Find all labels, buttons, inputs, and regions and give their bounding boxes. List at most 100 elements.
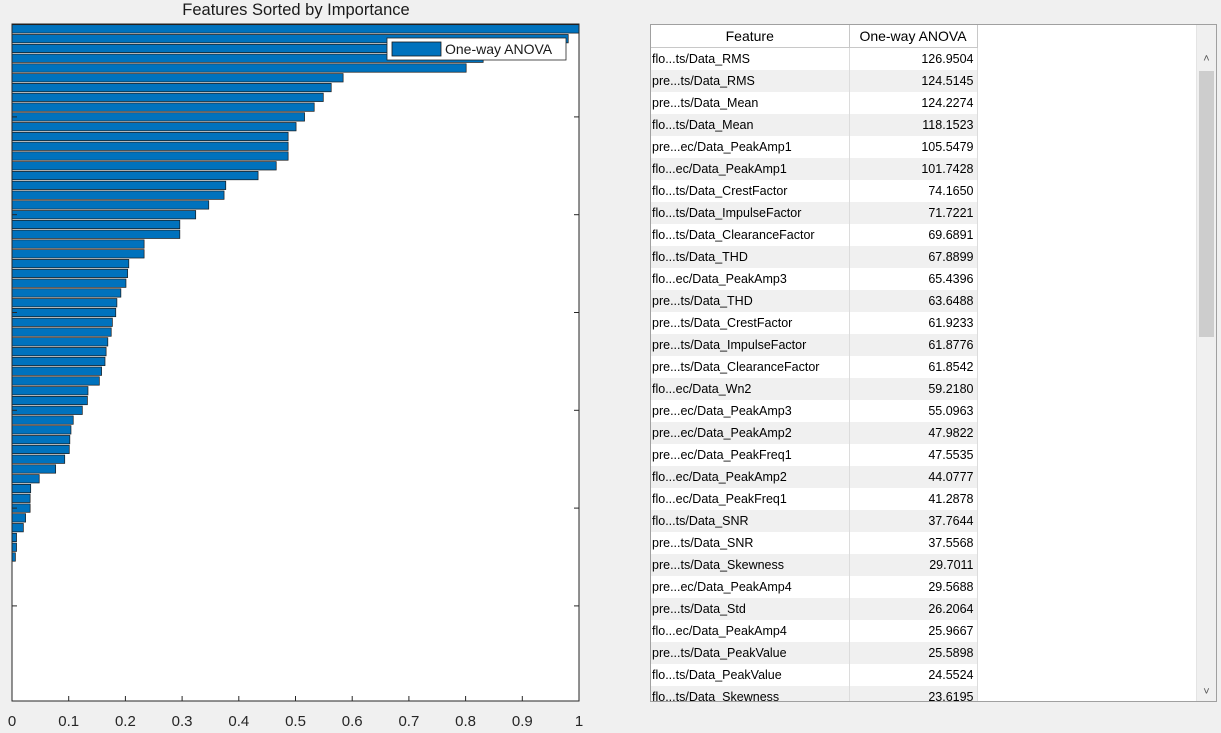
feature-cell[interactable]: pre...ts/Data_Std <box>651 598 850 620</box>
feature-cell[interactable]: pre...ec/Data_PeakAmp1 <box>651 136 850 158</box>
feature-cell[interactable]: pre...ts/Data_Skewness <box>651 554 850 576</box>
score-cell[interactable]: 101.7428 <box>849 158 978 180</box>
table-row[interactable]: pre...ts/Data_ImpulseFactor 61.8776 <box>651 334 978 356</box>
bar-34 <box>11 347 107 357</box>
feature-cell[interactable]: flo...ec/Data_PeakAmp4 <box>651 620 850 642</box>
score-cell[interactable]: 29.5688 <box>849 576 978 598</box>
score-cell[interactable]: 61.9233 <box>849 312 978 334</box>
score-cell[interactable]: 124.5145 <box>849 70 978 92</box>
feature-cell[interactable]: flo...ec/Data_PeakAmp1 <box>651 158 850 180</box>
table-row[interactable]: flo...ts/Data_PeakValue 24.5524 <box>651 664 978 686</box>
score-cell[interactable]: 126.9504 <box>849 47 978 70</box>
score-cell[interactable]: 61.8542 <box>849 356 978 378</box>
table-row[interactable]: pre...ts/Data_Mean 124.2274 <box>651 92 978 114</box>
score-column-header[interactable]: One-way ANOVA <box>849 25 978 48</box>
feature-cell[interactable]: pre...ts/Data_SNR <box>651 532 850 554</box>
feature-cell[interactable]: flo...ec/Data_PeakFreq1 <box>651 488 850 510</box>
table-row[interactable]: pre...ts/Data_RMS 124.5145 <box>651 70 978 92</box>
table-row[interactable]: pre...ts/Data_CrestFactor 61.9233 <box>651 312 978 334</box>
feature-cell[interactable]: flo...ts/Data_THD <box>651 246 850 268</box>
feature-column-header[interactable]: Feature <box>651 25 850 48</box>
score-cell[interactable]: 25.5898 <box>849 642 978 664</box>
score-cell[interactable]: 55.0963 <box>849 400 978 422</box>
table-row[interactable]: pre...ts/Data_Skewness 29.7011 <box>651 554 978 576</box>
score-cell[interactable]: 69.6891 <box>849 224 978 246</box>
table-row[interactable]: pre...ec/Data_PeakAmp4 29.5688 <box>651 576 978 598</box>
score-cell[interactable]: 44.0777 <box>849 466 978 488</box>
score-cell[interactable]: 71.7221 <box>849 202 978 224</box>
feature-cell[interactable]: flo...ec/Data_PeakAmp2 <box>651 466 850 488</box>
table-row[interactable]: flo...ts/Data_Mean 118.1523 <box>651 114 978 136</box>
feature-cell[interactable]: pre...ts/Data_ClearanceFactor <box>651 356 850 378</box>
feature-cell[interactable]: pre...ts/Data_PeakValue <box>651 642 850 664</box>
feature-cell[interactable]: pre...ec/Data_PeakAmp2 <box>651 422 850 444</box>
table-row[interactable]: flo...ts/Data_ClearanceFactor 69.6891 <box>651 224 978 246</box>
table-row[interactable]: pre...ts/Data_THD 63.6488 <box>651 290 978 312</box>
table-row[interactable]: pre...ts/Data_Std 26.2064 <box>651 598 978 620</box>
table-row[interactable]: pre...ec/Data_PeakAmp1 105.5479 <box>651 136 978 158</box>
table-row[interactable]: pre...ts/Data_ClearanceFactor 61.8542 <box>651 356 978 378</box>
score-cell[interactable]: 105.5479 <box>849 136 978 158</box>
scrollbar-thumb[interactable] <box>1199 71 1214 337</box>
feature-cell[interactable]: pre...ts/Data_THD <box>651 290 850 312</box>
score-cell[interactable]: 67.8899 <box>849 246 978 268</box>
table-row[interactable]: flo...ec/Data_PeakAmp1 101.7428 <box>651 158 978 180</box>
feature-cell[interactable]: flo...ts/Data_ClearanceFactor <box>651 224 850 246</box>
feature-cell[interactable]: flo...ec/Data_PeakAmp3 <box>651 268 850 290</box>
table-row[interactable]: flo...ec/Data_Wn2 59.2180 <box>651 378 978 400</box>
feature-cell[interactable]: pre...ts/Data_CrestFactor <box>651 312 850 334</box>
bar-51 <box>11 513 26 523</box>
feature-cell[interactable]: flo...ts/Data_ImpulseFactor <box>651 202 850 224</box>
score-cell[interactable]: 25.9667 <box>849 620 978 642</box>
bar-45 <box>11 454 66 464</box>
score-cell[interactable]: 74.1650 <box>849 180 978 202</box>
vertical-scrollbar[interactable]: ˄ ˅ <box>1196 25 1216 701</box>
table-row[interactable]: pre...ec/Data_PeakAmp3 55.0963 <box>651 400 978 422</box>
score-cell[interactable]: 47.5535 <box>849 444 978 466</box>
score-cell[interactable]: 37.7644 <box>849 510 978 532</box>
table-row[interactable]: flo...ts/Data_SNR 37.7644 <box>651 510 978 532</box>
score-cell[interactable]: 41.2878 <box>849 488 978 510</box>
score-cell[interactable]: 59.2180 <box>849 378 978 400</box>
feature-cell[interactable]: flo...ts/Data_RMS <box>651 47 850 70</box>
chevron-up-icon[interactable]: ˄ <box>1203 53 1210 65</box>
score-cell[interactable]: 47.9822 <box>849 422 978 444</box>
table-row[interactable]: flo...ec/Data_PeakFreq1 41.2878 <box>651 488 978 510</box>
feature-cell[interactable]: flo...ts/Data_Mean <box>651 114 850 136</box>
table-row[interactable]: flo...ts/Data_ImpulseFactor 71.7221 <box>651 202 978 224</box>
feature-cell[interactable]: pre...ec/Data_PeakAmp3 <box>651 400 850 422</box>
feature-cell[interactable]: pre...ts/Data_RMS <box>651 70 850 92</box>
score-cell[interactable]: 61.8776 <box>849 334 978 356</box>
feature-cell[interactable]: flo...ts/Data_PeakValue <box>651 664 850 686</box>
score-cell[interactable]: 118.1523 <box>849 114 978 136</box>
table-row[interactable]: flo...ts/Data_THD 67.8899 <box>651 246 978 268</box>
table-row[interactable]: flo...ec/Data_PeakAmp4 25.9667 <box>651 620 978 642</box>
table-row[interactable]: flo...ec/Data_PeakAmp2 44.0777 <box>651 466 978 488</box>
score-cell[interactable]: 63.6488 <box>849 290 978 312</box>
score-cell[interactable]: 23.6195 <box>849 686 978 701</box>
score-cell[interactable]: 65.4396 <box>849 268 978 290</box>
table-row[interactable]: pre...ts/Data_PeakValue 25.5898 <box>651 642 978 664</box>
feature-cell[interactable]: flo...ts/Data_SNR <box>651 510 850 532</box>
score-cell[interactable]: 29.7011 <box>849 554 978 576</box>
feature-cell[interactable]: pre...ts/Data_ImpulseFactor <box>651 334 850 356</box>
table-row[interactable]: pre...ts/Data_SNR 37.5568 <box>651 532 978 554</box>
feature-cell[interactable]: flo...ts/Data_CrestFactor <box>651 180 850 202</box>
feature-cell[interactable]: pre...ec/Data_PeakFreq1 <box>651 444 850 466</box>
score-cell[interactable]: 124.2274 <box>849 92 978 114</box>
table-row[interactable]: pre...ec/Data_PeakAmp2 47.9822 <box>651 422 978 444</box>
feature-cell[interactable]: pre...ec/Data_PeakAmp4 <box>651 576 850 598</box>
table-row[interactable]: flo...ts/Data_Skewness 23.6195 <box>651 686 978 701</box>
table-row[interactable]: flo...ec/Data_PeakAmp3 65.4396 <box>651 268 978 290</box>
score-cell[interactable]: 37.5568 <box>849 532 978 554</box>
table-row[interactable]: flo...ts/Data_RMS 126.9504 <box>651 47 978 70</box>
table-row[interactable]: pre...ec/Data_PeakFreq1 47.5535 <box>651 444 978 466</box>
score-cell[interactable]: 24.5524 <box>849 664 978 686</box>
bar-38 <box>11 386 89 396</box>
feature-cell[interactable]: pre...ts/Data_Mean <box>651 92 850 114</box>
feature-cell[interactable]: flo...ec/Data_Wn2 <box>651 378 850 400</box>
feature-cell[interactable]: flo...ts/Data_Skewness <box>651 686 850 701</box>
score-cell[interactable]: 26.2064 <box>849 598 978 620</box>
table-row[interactable]: flo...ts/Data_CrestFactor 74.1650 <box>651 180 978 202</box>
chevron-down-icon[interactable]: ˅ <box>1203 686 1210 698</box>
